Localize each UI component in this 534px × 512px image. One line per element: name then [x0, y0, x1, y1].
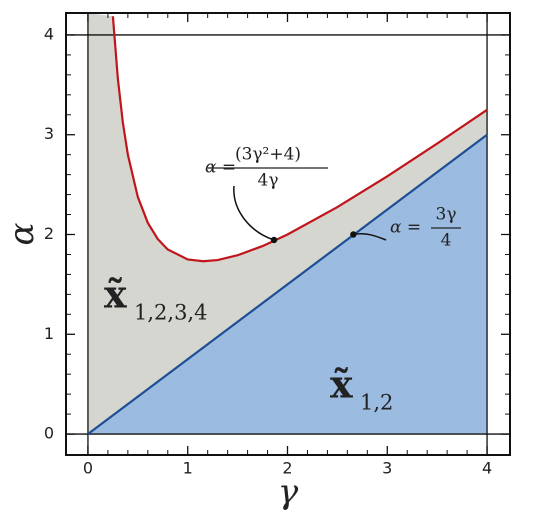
annotation-denominator: 4γ [258, 171, 279, 191]
x-tick-label: 4 [482, 459, 492, 478]
annotation-denominator: 4 [441, 231, 452, 251]
annotation-connector [233, 185, 275, 241]
annotation-lhs: α = [390, 218, 421, 238]
annotation-numerator: 3γ [436, 205, 457, 225]
y-tick-label: 0 [44, 424, 54, 443]
annotation-point [350, 231, 357, 238]
region-subscript: 1,2 [360, 391, 393, 415]
x-tick-label: 1 [183, 459, 193, 478]
y-tick-label: 4 [44, 24, 54, 43]
region-subscript: 1,2,3,4 [134, 301, 207, 325]
x-tick-label: 2 [282, 459, 292, 478]
x-axis-label: γ [278, 472, 299, 512]
region-label: x̃ [104, 272, 127, 317]
annotation-numerator: (3γ²+4) [235, 145, 301, 165]
y-axis-label: α [2, 222, 42, 245]
x-tick-label: 3 [382, 459, 392, 478]
annotation-point [270, 236, 278, 244]
region-fill [87, 13, 488, 435]
curve [111, 16, 488, 263]
y-tick-label: 1 [44, 324, 54, 343]
region-label: x̃ [330, 362, 353, 407]
curve [87, 133, 488, 435]
y-tick-label: 2 [44, 224, 54, 243]
y-tick-label: 3 [44, 124, 54, 143]
x-tick-label: 0 [83, 459, 93, 478]
